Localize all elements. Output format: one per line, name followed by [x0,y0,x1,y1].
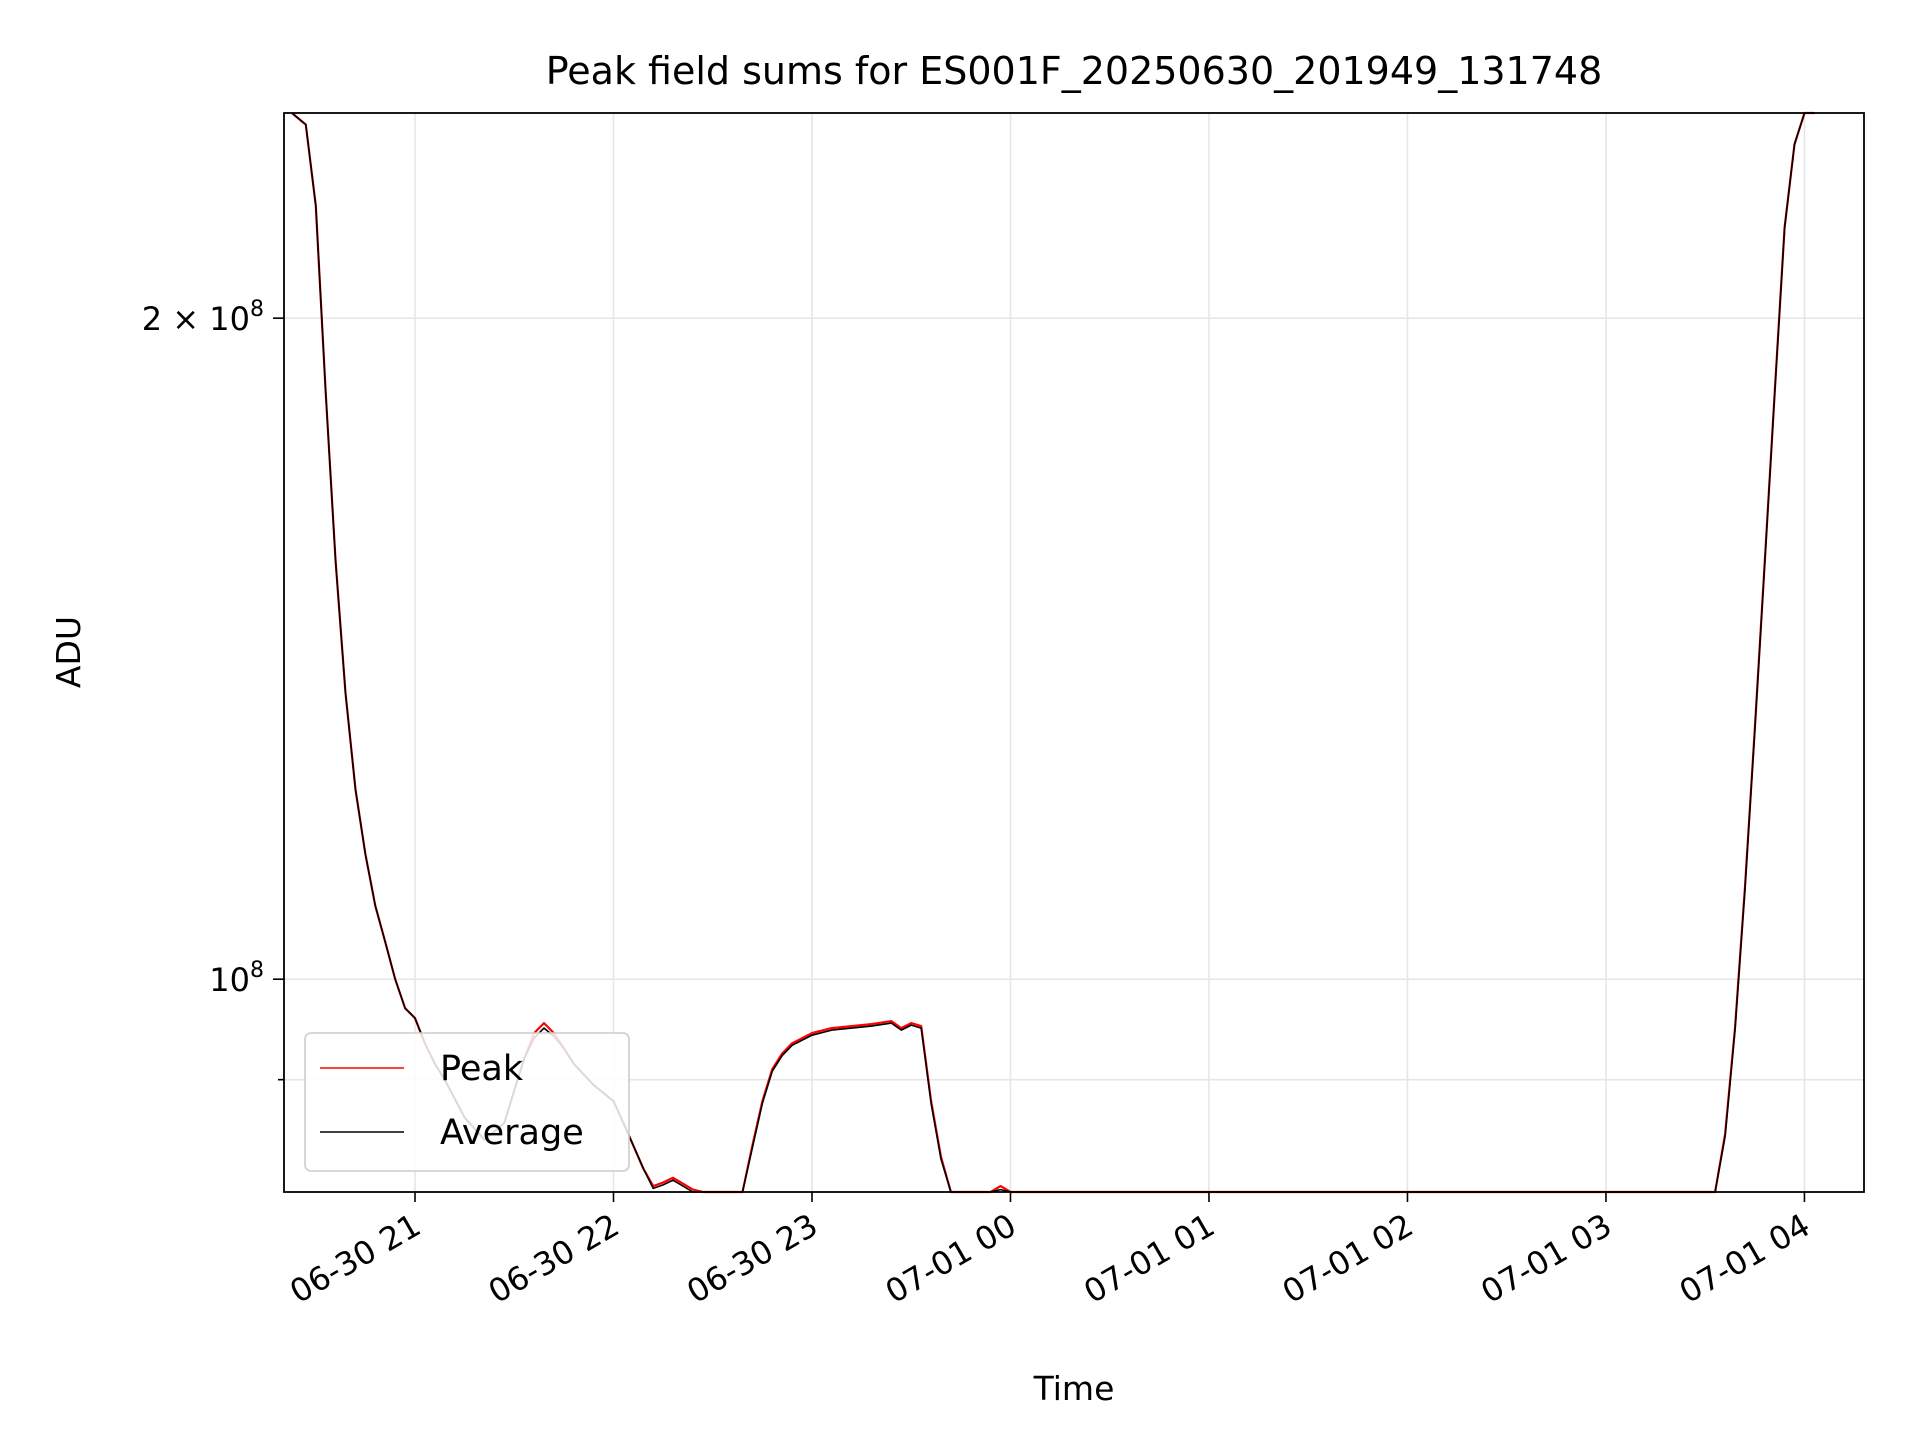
x-axis-label: Time [1033,1369,1115,1408]
chart-title: Peak field sums for ES001F_20250630_2019… [546,49,1603,93]
y-tick-label: 108 [209,958,264,999]
y-axis-label: ADU [49,616,88,688]
legend-label-average: Average [440,1113,584,1153]
legend: Peak Average [304,1032,630,1172]
y-tick-label: 2 × 108 [142,297,264,338]
axes-frame [283,112,1865,1193]
legend-label-peak: Peak [440,1049,524,1089]
